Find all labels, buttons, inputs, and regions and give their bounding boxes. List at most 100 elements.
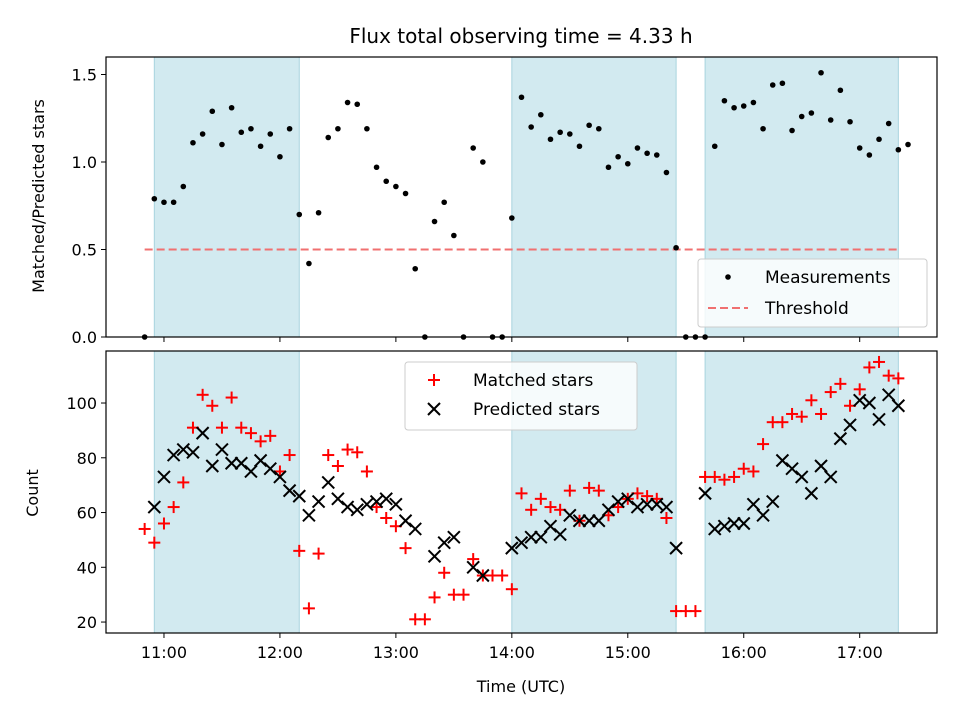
x-axis-label: Time (UTC) — [476, 677, 565, 696]
matched-stars-point — [853, 383, 866, 396]
legend-matched-marker — [428, 374, 440, 386]
matched-stars-point — [215, 421, 228, 434]
x-tick-label: 16:00 — [721, 643, 767, 662]
predicted-stars-point — [621, 492, 635, 506]
matched-stars-point — [264, 429, 277, 442]
predicted-stars-point — [592, 514, 606, 528]
measurement-point — [509, 215, 515, 221]
matched-stars-point — [177, 476, 190, 489]
predicted-stars-point — [437, 535, 451, 550]
measurement-point — [769, 82, 776, 88]
predicted-stars-point — [582, 514, 596, 528]
predicted-stars-point — [708, 522, 722, 536]
matched-stars-point — [438, 566, 451, 579]
matched-stars-point — [641, 490, 654, 503]
predicted-stars-point — [543, 519, 558, 533]
predicted-stars-point — [331, 492, 345, 506]
predicted-stars-point — [408, 522, 422, 536]
measurement-point — [547, 136, 554, 143]
top-legend: Measurements Threshold — [697, 258, 928, 328]
measurement-point — [161, 199, 167, 206]
predicted-stars-point — [311, 494, 326, 509]
count-points — [138, 355, 906, 626]
measurement-point — [151, 195, 158, 202]
top-y-axis-label: Matched/Predicted stars — [29, 99, 48, 293]
predicted-stars-point — [427, 549, 442, 564]
x-tick-label: 11:00 — [141, 643, 187, 662]
y-tick-label: 1.5 — [72, 66, 97, 85]
legend-box — [697, 258, 928, 328]
legend-box — [404, 361, 638, 431]
matched-stars-point — [148, 536, 161, 549]
legend-matched-label: Matched stars — [473, 371, 593, 391]
measurement-point — [170, 199, 177, 206]
measurement-point — [760, 125, 766, 132]
x-tick-label: 14:00 — [489, 643, 535, 662]
matched-stars-point — [873, 355, 886, 368]
matched-stars-point — [612, 501, 625, 514]
predicted-stars-point — [379, 492, 393, 506]
matched-stars-point — [689, 605, 702, 618]
measurement-point — [711, 143, 718, 150]
measurement-point — [538, 111, 544, 118]
predicted-stars-point — [340, 500, 355, 514]
measurement-point — [344, 99, 351, 106]
predicted-stars-point — [205, 459, 219, 473]
matched-stars-point — [157, 517, 170, 530]
matched-stars-point — [728, 470, 741, 483]
matched-stars-point — [206, 399, 219, 412]
predicted-stars-point — [273, 470, 287, 484]
matched-stars-point — [815, 407, 828, 420]
predicted-stars-point — [166, 448, 181, 462]
predicted-stars-point — [640, 497, 654, 512]
matched-stars-point — [457, 588, 470, 601]
matched-stars-point — [196, 388, 209, 401]
measurement-point — [808, 110, 815, 116]
matched-stars-point — [592, 484, 605, 497]
legend-threshold-label: Threshold — [764, 299, 849, 319]
matched-stars-point — [273, 465, 286, 478]
matched-stars-point — [351, 446, 364, 459]
matched-stars-point — [795, 410, 808, 423]
measurement-point — [586, 122, 592, 129]
matched-stars-point — [138, 522, 151, 535]
matched-stars-point — [525, 503, 538, 516]
measurement-point — [798, 113, 805, 120]
measurement-point — [818, 69, 824, 76]
matched-stars-point — [360, 465, 373, 478]
matched-stars-point — [834, 377, 847, 390]
predicted-stars-point — [302, 508, 316, 522]
bottom-legend: Matched stars Predicted stars — [404, 361, 638, 431]
shaded-interval — [511, 56, 677, 338]
measurement-point — [238, 129, 245, 136]
predicted-stars-point — [360, 497, 374, 512]
measurement-point — [827, 117, 834, 123]
matched-stars-point — [583, 481, 596, 494]
x-tick-label: 15:00 — [605, 643, 651, 662]
measurement-point — [296, 211, 303, 218]
matched-stars-point — [167, 501, 180, 514]
matched-stars-point — [505, 583, 518, 596]
matched-stars-point — [322, 449, 335, 462]
matched-stars-point — [776, 416, 789, 429]
legend-predicted-marker — [427, 402, 441, 416]
measurement-point — [740, 103, 747, 109]
y-tick-label: 0.0 — [72, 328, 97, 347]
measurement-point — [644, 150, 650, 157]
predicted-stars-point — [466, 560, 480, 574]
measurement-point — [789, 127, 795, 134]
measurement-point — [885, 120, 892, 127]
x-tick-label: 17:00 — [837, 643, 883, 662]
matched-stars-point — [708, 470, 721, 483]
measurement-point — [480, 159, 486, 165]
predicted-stars-point — [727, 516, 741, 531]
predicted-stars-point — [147, 500, 162, 514]
matched-stars-point — [737, 462, 750, 475]
legend-measurements-label: Measurements — [765, 268, 891, 288]
matched-stars-point — [380, 512, 393, 525]
measurement-point — [267, 131, 274, 137]
matched-stars-point — [399, 542, 412, 555]
predicted-stars-point — [669, 541, 683, 555]
predicted-stars-point — [659, 500, 674, 514]
